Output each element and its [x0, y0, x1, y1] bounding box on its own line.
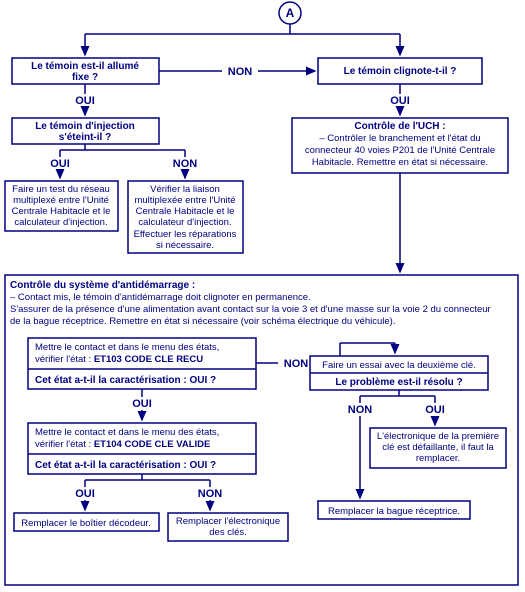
- elec-l3: remplacer.: [416, 453, 460, 464]
- elec-l2: clé est défaillante, il faut la: [382, 442, 494, 453]
- a1-l4: calculateur d'injection.: [14, 217, 107, 228]
- a2-l6: si nécessaire.: [156, 240, 214, 251]
- sys-l1: – Contact mis, le témoin d'antidémarrage…: [10, 292, 311, 303]
- a1-l3: Centrale Habitacle et le: [12, 206, 111, 217]
- q3-l2: s'éteint-il ?: [59, 132, 111, 143]
- oui-3: OUI: [50, 158, 70, 170]
- a2-l1: Vérifier la liaison: [150, 184, 220, 195]
- oui-6: OUI: [75, 488, 95, 500]
- oui-2: OUI: [390, 95, 410, 107]
- q1-l2: fixe ?: [72, 72, 98, 83]
- oui-4: OUI: [425, 404, 445, 416]
- uch-l1: – Contrôler le branchement et l'état du: [319, 133, 480, 144]
- r1-text: Remplacer le boîtier décodeur.: [21, 518, 150, 529]
- a2-l4: calculateur d'injection.: [138, 217, 231, 228]
- q3-l1: Le témoin d'injection: [35, 121, 135, 132]
- connector-label: A: [286, 6, 295, 20]
- e2-q: Cet état a-t-il la caractérisation : OUI…: [35, 460, 216, 471]
- a2-l2: multiplexée entre l'Unité: [134, 195, 235, 206]
- non-2: NON: [173, 158, 198, 170]
- a1-l2: multiplexé entre l'Unité: [13, 195, 109, 206]
- uch-l3: Habitacle. Remettre en état si nécessair…: [312, 157, 488, 168]
- a2-l3: Centrale Habitacle et le: [136, 206, 235, 217]
- elec-l1: L'électronique de la première: [377, 431, 499, 442]
- sys-title: Contrôle du système d'antidémarrage :: [10, 280, 195, 291]
- e1-q: Cet état a-t-il la caractérisation : OUI…: [35, 375, 216, 386]
- sys-l2: S'assurer de la présence d'une alimentat…: [10, 304, 491, 315]
- e1-l1: Mettre le contact et dans le menu des ét…: [35, 342, 219, 353]
- non-3: NON: [284, 358, 309, 370]
- e2-l1: Mettre le contact et dans le menu des ét…: [35, 427, 219, 438]
- non-1: NON: [228, 66, 253, 78]
- e1-l2: vérifier l'état : ET103 CODE CLE RECU: [35, 354, 203, 365]
- e2-l2: vérifier l'état : ET104 CODE CLE VALIDE: [35, 439, 210, 450]
- flowchart: A Le témoin est-il allumé fixe ? Le témo…: [0, 0, 525, 592]
- oui-5: OUI: [132, 398, 152, 410]
- uch-title: Contrôle de l'UCH :: [354, 121, 445, 132]
- sys-l3: de la bague réceptrice. Remettre en état…: [10, 316, 395, 327]
- try2-text: Faire un essai avec la deuxième clé.: [322, 360, 476, 371]
- r3-text: Remplacer la bague réceptrice.: [328, 506, 460, 517]
- a1-l1: Faire un test du réseau: [12, 184, 110, 195]
- non-5: NON: [198, 488, 223, 500]
- r2-l1: Remplacer l'électronique: [176, 516, 280, 527]
- non-4: NON: [348, 404, 373, 416]
- q2-text: Le témoin clignote-t-il ?: [344, 66, 457, 77]
- q1-l1: Le témoin est-il allumé: [31, 61, 139, 72]
- a2-l5: Effectuer les réparations: [134, 229, 237, 240]
- r2-l2: des clés.: [209, 527, 247, 538]
- solved-text: Le problème est-il résolu ?: [335, 377, 462, 388]
- uch-l2: connecteur 40 voies P201 de l'Unité Cent…: [305, 145, 495, 156]
- oui-1: OUI: [75, 95, 95, 107]
